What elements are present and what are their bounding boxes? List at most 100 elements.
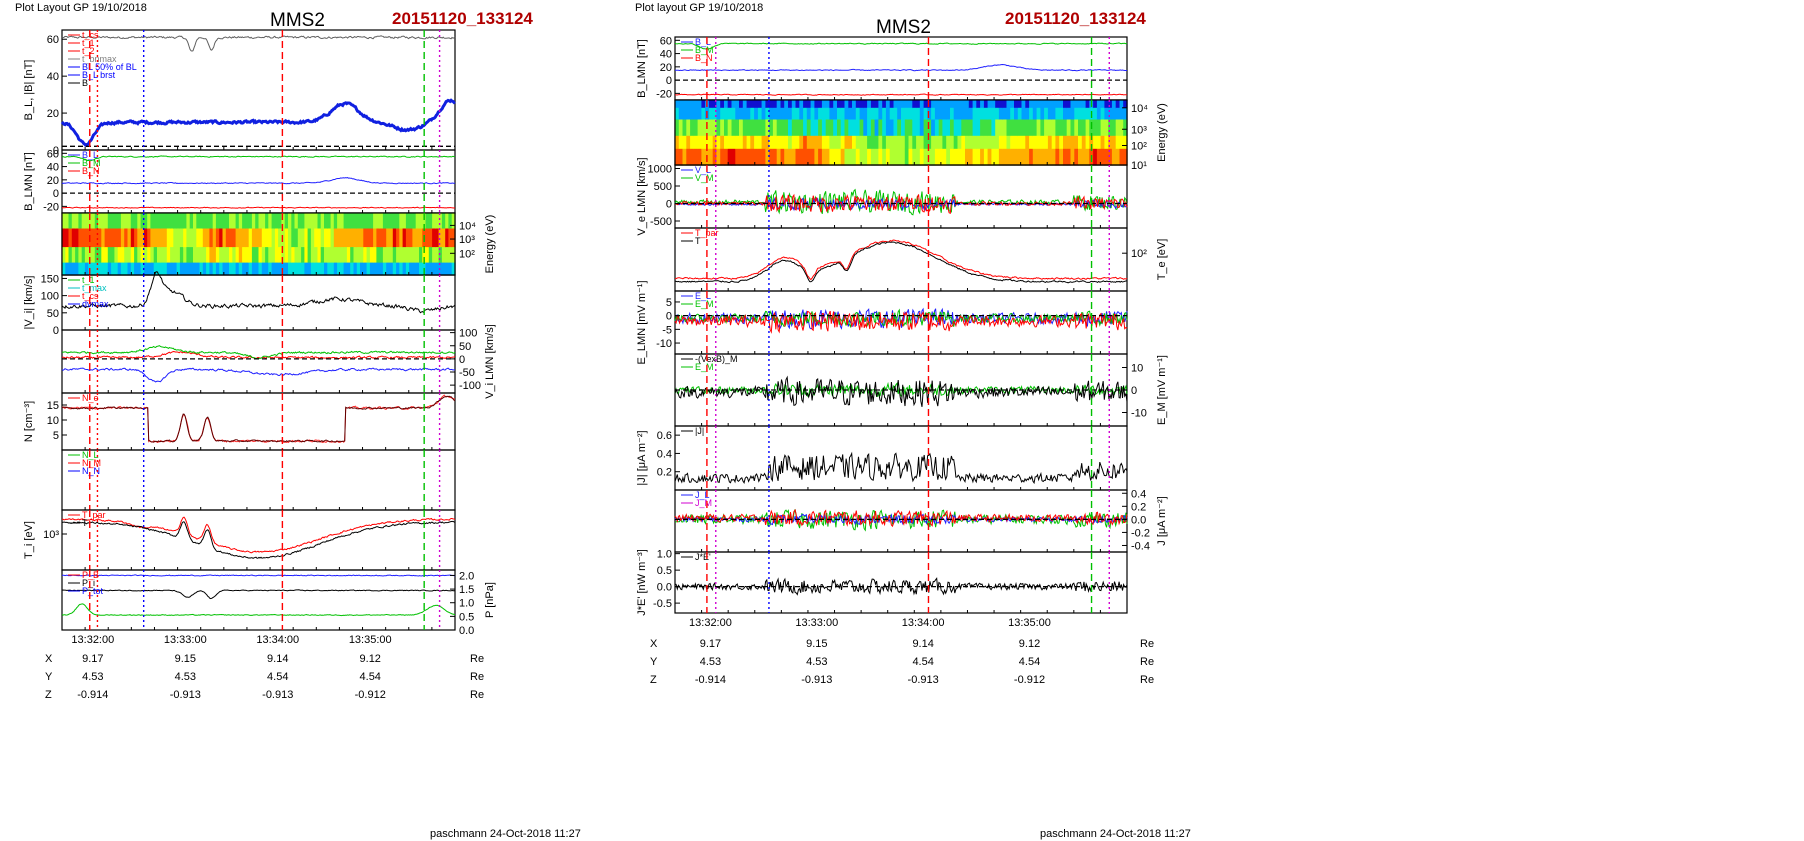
spectrogram-cell (874, 135, 879, 150)
series-line-t (674, 241, 1128, 284)
spectrogram-cell (199, 228, 204, 248)
spectrogram-cell (422, 213, 427, 229)
spectrogram-cell (904, 119, 910, 137)
spectrogram-cell (337, 247, 341, 264)
spectrogram-cell (995, 135, 1000, 150)
spectrogram-cell (193, 262, 197, 276)
spectrogram-cell (750, 107, 755, 120)
panel-frame (61, 509, 456, 571)
spectrogram-cell (222, 262, 227, 276)
spectrogram-cell (304, 262, 309, 276)
spectrogram-cell (814, 100, 819, 109)
spectrogram-cell (690, 100, 695, 109)
spectrogram-cell (867, 135, 872, 150)
spectrogram-cell (739, 100, 744, 109)
spectrogram-cell (157, 228, 161, 248)
spectrogram-cell (867, 107, 872, 120)
spectrogram-cell (720, 148, 725, 166)
spectrogram-cell (953, 107, 959, 120)
spectrogram-cell (1115, 100, 1121, 109)
y-tick-label: 0 (666, 199, 672, 211)
spectrogram-cell (1123, 107, 1128, 120)
spectrogram-cell (919, 135, 925, 150)
spectrogram-cell (333, 262, 338, 276)
spectrogram-cell (795, 119, 800, 137)
legend-label: B_M (82, 158, 101, 168)
spectrogram-cell (441, 247, 446, 264)
spectrogram-cell (693, 148, 699, 166)
spectrogram-cell (140, 247, 145, 264)
spectrogram-cell (193, 247, 197, 264)
spectrogram-cell (265, 247, 269, 264)
spectrogram-cell (1096, 135, 1102, 150)
spectrogram-cell (114, 247, 119, 264)
spectrogram-cell (961, 107, 966, 120)
spectrogram-cell (399, 228, 404, 248)
spectrogram-cell (222, 228, 227, 248)
spectrogram-cell (904, 135, 910, 150)
spectrogram-cell (1047, 148, 1053, 166)
y-tick-label: 100 (41, 291, 59, 303)
time-tick-label: 13:34:00 (902, 617, 945, 629)
spectrogram-cell (160, 247, 165, 264)
spectrogram-cell (271, 213, 276, 229)
spectrogram-cell (435, 247, 440, 264)
spectrogram-cell (419, 213, 423, 229)
spectrogram-cell (373, 247, 377, 264)
spectrogram-cell (833, 148, 838, 166)
spectrogram-cell (682, 119, 687, 137)
spectrogram-cell (686, 148, 691, 166)
spectrogram-cell (885, 148, 891, 166)
spectrogram-cell (1074, 135, 1079, 150)
spectrogram-cell (991, 107, 996, 120)
spectrogram-cell (897, 119, 902, 137)
spectrogram-cell (114, 262, 119, 276)
spectrogram-cell (991, 148, 996, 166)
spectrogram-cell (405, 213, 410, 229)
spectrogram-cell (844, 148, 849, 166)
spectrogram-cell (746, 135, 751, 150)
spectrogram-cell (91, 228, 96, 248)
spectrogram-cell (330, 262, 335, 276)
spectrogram-cell (904, 107, 910, 120)
y-tick-label: -0.4 (1131, 540, 1150, 552)
spectrogram-cell (1021, 100, 1026, 109)
spectrogram-cell (88, 213, 93, 229)
ephemeris-value: 9.14 (912, 638, 933, 650)
spectrogram-cell (166, 213, 171, 229)
spectrogram-cell (258, 213, 263, 229)
spectrogram-cell (1093, 148, 1098, 166)
spectrogram-cell (784, 135, 789, 150)
spectrogram-cell (983, 135, 989, 150)
series-line-jn (674, 508, 1128, 528)
spectrogram-cell (754, 148, 759, 166)
panel-jmag: 0.2 0.4 0.6 |J| [μA m⁻²] |J| (636, 425, 1128, 491)
spectrogram-cell (806, 107, 812, 120)
y-tick-label: 20 (47, 175, 59, 187)
spectrogram-cell (78, 262, 83, 276)
spectrogram-cell (160, 228, 165, 248)
spectrogram-cell (893, 135, 898, 150)
spectrogram-cell (919, 119, 925, 137)
spectrogram-cell (163, 228, 168, 248)
spectrogram-cell (232, 228, 237, 248)
y-axis-label: B_LMN [nT] (23, 152, 35, 211)
spectrogram-cell (968, 107, 974, 120)
spectrogram-cell (757, 135, 763, 150)
spectrogram-cell (1104, 135, 1109, 150)
spectrogram-cell (803, 119, 808, 137)
spectrogram-cell (278, 228, 282, 248)
spectrogram-cell (251, 247, 256, 264)
legend-label: B_N (695, 53, 713, 63)
spectrogram-cell (901, 100, 906, 109)
spectrogram-cell (1047, 100, 1053, 109)
spectrogram-cell (153, 213, 158, 229)
spectrogram-cell (396, 247, 400, 264)
spectrogram-cell (360, 228, 364, 248)
spectrogram-cell (117, 247, 122, 264)
y-axis-label: J*E' [nW m⁻³] (636, 549, 648, 616)
spectrogram-cell (1032, 107, 1038, 120)
spectrogram-cell (297, 247, 302, 264)
spectrogram-cell (693, 135, 699, 150)
